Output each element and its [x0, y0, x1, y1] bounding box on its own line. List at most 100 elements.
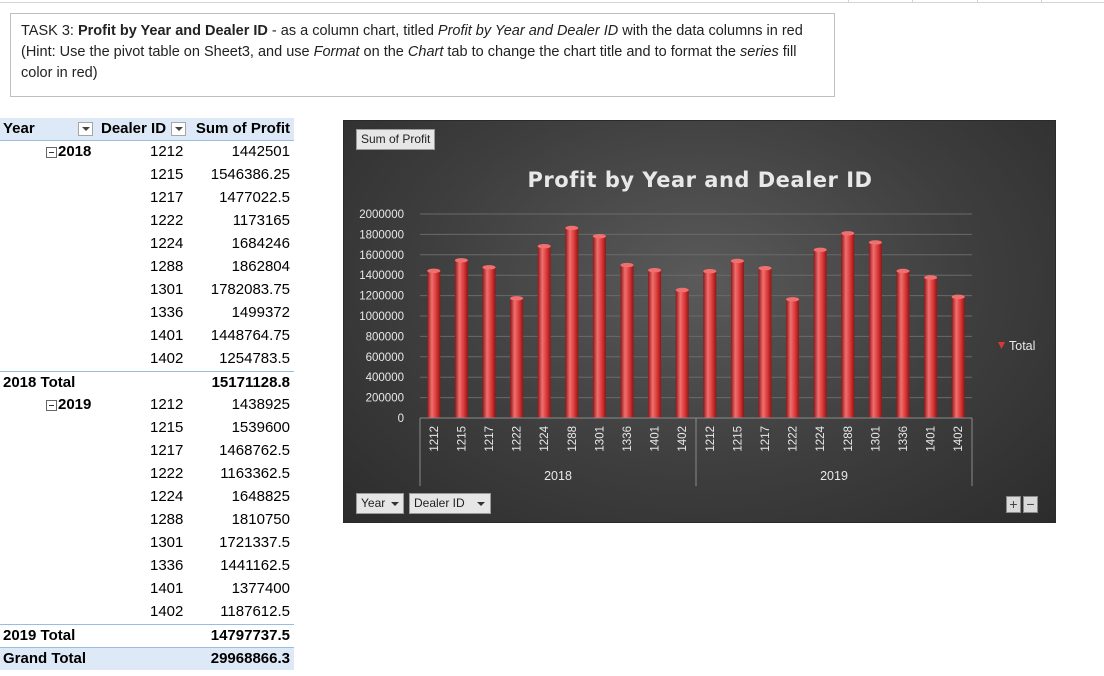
pivot-dealer-id[interactable]: 1288	[150, 511, 184, 528]
pivot-profit-value[interactable]: 1377400	[231, 580, 290, 597]
pivot-year-total-row: 2018 Total 15171128.8	[0, 371, 294, 394]
x-tick-label: 1217	[760, 426, 772, 452]
expand-field-plus-button[interactable]: +	[1006, 496, 1021, 513]
pivot-header-dealer-id[interactable]: Dealer ID	[101, 120, 167, 137]
task-instructions-textbox[interactable]: TASK 3: Profit by Year and Dealer ID - a…	[10, 13, 835, 97]
bar-top	[951, 294, 965, 300]
pivot-profit-value[interactable]: 1539600	[231, 419, 290, 436]
pivot-dealer-id[interactable]: 1336	[150, 304, 184, 321]
pivot-profit-value[interactable]: 1782083.75	[210, 281, 290, 298]
bar	[565, 227, 579, 418]
x-tick-label: 1222	[788, 426, 800, 452]
pivot-data-row: 1224 1648825	[0, 486, 294, 509]
pivot-profit-value[interactable]: 1173165	[232, 212, 290, 229]
bar	[620, 265, 634, 418]
bar-top	[482, 265, 496, 270]
collapse-minus-icon[interactable]	[46, 400, 57, 411]
dealer-id-field-label: Dealer ID	[414, 496, 465, 510]
dealer-id-filter-dropdown-icon[interactable]	[171, 122, 186, 136]
pivot-dealer-id[interactable]: 1402	[150, 350, 184, 367]
pivot-grand-total-value[interactable]: 29968866.3	[210, 650, 290, 667]
pivot-dealer-id[interactable]: 1401	[150, 327, 184, 344]
bar	[648, 270, 662, 418]
pivot-profit-value[interactable]: 1254783.5	[219, 350, 290, 367]
chart-title: Profit by Year and Dealer ID	[528, 168, 873, 192]
pivot-data-row: 1224 1684246	[0, 233, 294, 256]
pivot-profit-value[interactable]: 1648825	[231, 488, 290, 505]
pivot-data-row: 1215 1539600	[0, 417, 294, 440]
pivot-year-total-row: 2019 Total 14797737.5	[0, 624, 294, 647]
pivot-dealer-id[interactable]: 1215	[150, 166, 184, 183]
pivot-profit-value[interactable]: 1442501	[231, 143, 290, 160]
bar	[592, 236, 606, 418]
pivot-dealer-id[interactable]: 1217	[150, 442, 184, 459]
pivot-dealer-id[interactable]: 1224	[150, 488, 184, 505]
year-field-button[interactable]: Year	[356, 493, 405, 514]
collapse-minus-icon[interactable]	[46, 147, 57, 158]
pivot-profit-value[interactable]: 1438925	[231, 396, 290, 413]
pivot-dealer-id[interactable]: 1212	[150, 396, 184, 413]
pivot-data-row: 1217 1468762.5	[0, 440, 294, 463]
pivot-dealer-id[interactable]: 1222	[150, 465, 184, 482]
profit-column-chart[interactable]: Profit by Year and Dealer ID 0 200000 40000…	[343, 120, 1056, 523]
sum-of-profit-field-button[interactable]: Sum of Profit	[356, 129, 436, 150]
y-tick-label: 600000	[366, 352, 404, 364]
bar-top	[454, 258, 468, 263]
pivot-profit-value[interactable]: 1448764.75	[210, 327, 290, 344]
bar-top	[868, 240, 882, 245]
pivot-profit-value[interactable]: 1684246	[231, 235, 290, 252]
x-tick-label: 1288	[567, 426, 579, 452]
y-tick-label: 800000	[366, 331, 404, 343]
x-tick-label: 1336	[622, 426, 634, 452]
pivot-profit-value[interactable]: 1721337.5	[219, 534, 290, 551]
pivot-dealer-id[interactable]: 1336	[150, 557, 184, 574]
pivot-dealer-id[interactable]: 1402	[150, 603, 184, 620]
pivot-year-label[interactable]: 2019	[58, 396, 92, 413]
pivot-profit-value[interactable]: 1546386.25	[210, 166, 290, 183]
pivot-year-label[interactable]: 2018	[58, 143, 92, 160]
sheet-gridline	[848, 0, 849, 3]
pivot-profit-value[interactable]: 1477022.5	[219, 189, 290, 206]
pivot-data-row: 1222 1173165	[0, 210, 294, 233]
pivot-dealer-id[interactable]: 1301	[150, 534, 184, 551]
pivot-header-year[interactable]: Year	[3, 120, 35, 137]
pivot-data-row: 1217 1477022.5	[0, 187, 294, 210]
pivot-profit-value[interactable]: 1499372	[231, 304, 290, 321]
pivot-profit-value[interactable]: 1810750	[231, 511, 290, 528]
pivot-dealer-id[interactable]: 1215	[150, 419, 184, 436]
pivot-year-total-label[interactable]: 2018 Total	[3, 374, 76, 391]
pivot-year-total-label[interactable]: 2019 Total	[3, 627, 76, 644]
dealer-id-field-button[interactable]: Dealer ID	[409, 493, 491, 514]
pivot-data-row: 1402 1254783.5	[0, 348, 294, 371]
pivot-dealer-id[interactable]: 1288	[150, 258, 184, 275]
pivot-year-total-value[interactable]: 15171128.8	[211, 374, 290, 391]
pivot-dealer-id[interactable]: 1212	[150, 143, 184, 160]
pivot-profit-value[interactable]: 1468762.5	[219, 442, 290, 459]
pivot-dealer-id[interactable]: 1401	[150, 580, 184, 597]
pivot-grand-total-label[interactable]: Grand Total	[3, 650, 87, 667]
bar-top	[703, 269, 717, 274]
pivot-profit-value[interactable]: 1187612.5	[220, 603, 290, 620]
pivot-dealer-id[interactable]: 1224	[150, 235, 184, 252]
bar-top	[924, 275, 938, 280]
pivot-profit-value[interactable]: 1163362.5	[220, 465, 290, 482]
pivot-profit-value[interactable]: 1441162.5	[220, 557, 290, 574]
pivot-table[interactable]: Year Dealer ID Sum of Profit 2018 1212 144…	[0, 118, 294, 670]
pivot-dealer-id[interactable]: 1222	[150, 212, 184, 229]
pivot-profit-value[interactable]: 1862804	[231, 258, 290, 275]
bar	[758, 268, 772, 418]
pivot-dealer-id[interactable]: 1301	[150, 281, 184, 298]
bar	[675, 290, 689, 418]
pivot-year-total-value[interactable]: 14797737.5	[210, 627, 290, 644]
bar-top	[427, 268, 441, 274]
collapse-field-minus-button[interactable]: −	[1023, 496, 1038, 513]
bar-top	[565, 225, 579, 231]
sheet-gridline	[977, 0, 978, 3]
task-text: fill color in red)	[21, 44, 797, 81]
pivot-data-row: 1402 1187612.5	[0, 601, 294, 624]
y-tick-label: 400000	[366, 372, 404, 384]
pivot-header-sum-of-profit[interactable]: Sum of Profit	[195, 120, 290, 137]
pivot-dealer-id[interactable]: 1217	[150, 189, 184, 206]
pivot-data-row: 1301 1782083.75	[0, 279, 294, 302]
year-filter-dropdown-icon[interactable]	[78, 122, 93, 136]
